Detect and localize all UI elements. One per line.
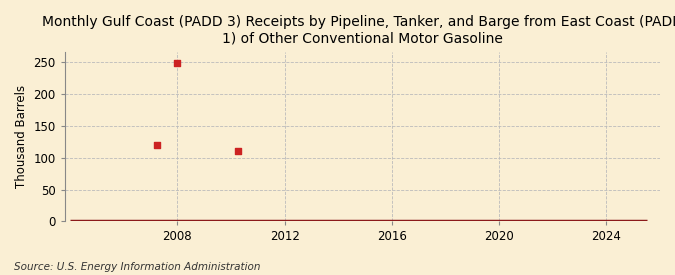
Y-axis label: Thousand Barrels: Thousand Barrels <box>15 85 28 188</box>
Point <box>232 149 243 153</box>
Text: Source: U.S. Energy Information Administration: Source: U.S. Energy Information Administ… <box>14 262 260 272</box>
Point <box>172 61 183 65</box>
Point <box>152 143 163 148</box>
Title: Monthly Gulf Coast (PADD 3) Receipts by Pipeline, Tanker, and Barge from East Co: Monthly Gulf Coast (PADD 3) Receipts by … <box>42 15 675 45</box>
